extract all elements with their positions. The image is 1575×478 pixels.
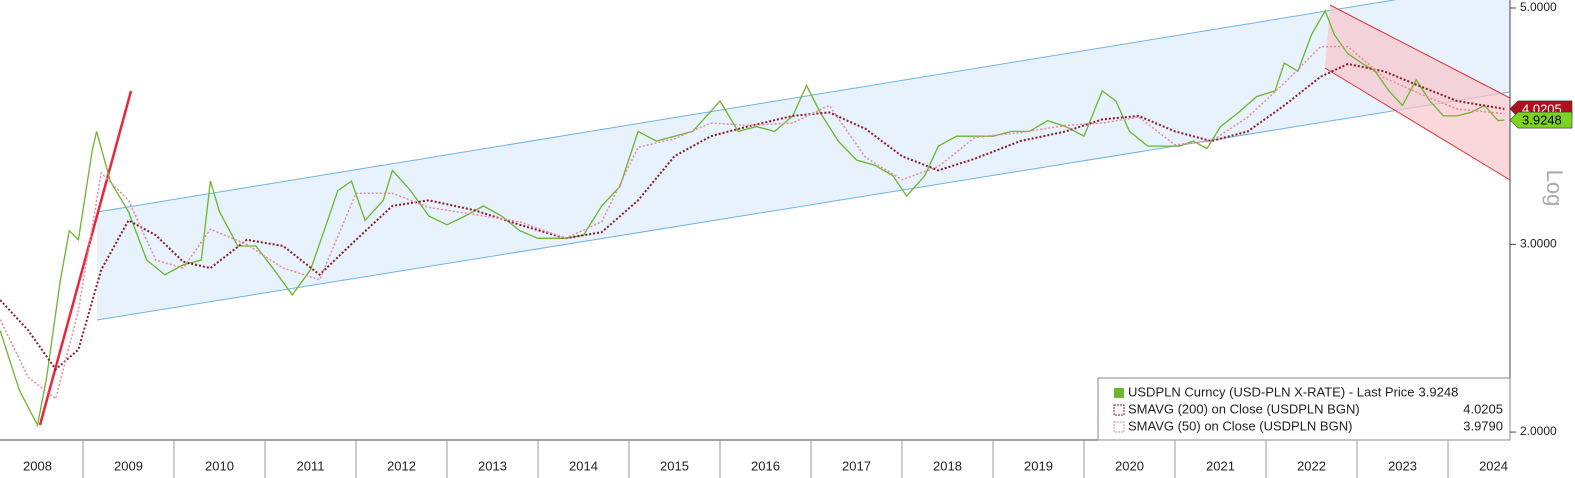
- x-tick-label: 2024: [1479, 458, 1508, 473]
- channel-lower: [96, 91, 1511, 321]
- series-line: [0, 62, 1505, 371]
- x-tick-label: 2023: [1388, 458, 1417, 473]
- plot: [0, 9, 1505, 428]
- legend-label: USDPLN Curncy (USD-PLN X-RATE) - Last Pr…: [1128, 384, 1415, 399]
- x-tick-label: 2015: [660, 458, 689, 473]
- series-line: [0, 45, 1505, 400]
- legend-swatch: [1113, 404, 1125, 416]
- uptrend-channel: [97, 0, 1510, 320]
- x-tick-label: 2019: [1024, 458, 1053, 473]
- downtrend-channel: [1325, 5, 1510, 180]
- legend-box: [1097, 377, 1511, 441]
- x-tick-label: 2016: [751, 458, 780, 473]
- series-line: [0, 9, 1505, 428]
- x-tick-label: 2008: [23, 458, 52, 473]
- x-tick-label: 2010: [205, 458, 234, 473]
- x-tick-label: 2012: [387, 458, 416, 473]
- legend-label: SMAVG (50) on Close (USDPLN BGN): [1128, 418, 1352, 433]
- log-label: Log: [1542, 170, 1567, 207]
- legend-value: 3.9790: [1463, 418, 1503, 433]
- legend: USDPLN Curncy (USD-PLN X-RATE) - Last Pr…: [1097, 377, 1511, 441]
- x-tick-label: 2020: [1115, 458, 1144, 473]
- legend-swatch: [1114, 388, 1124, 398]
- channel-upper: [96, 0, 1397, 213]
- x-tick-label: 2021: [1206, 458, 1235, 473]
- last-value-label: 3.9248: [1522, 112, 1562, 127]
- y-tick-label: 3.0000: [1520, 237, 1557, 251]
- x-tick-label: 2017: [842, 458, 871, 473]
- x-tick-label: 2011: [297, 458, 325, 473]
- last-value-tag: [1509, 111, 1573, 129]
- x-tick-label: 2022: [1297, 458, 1326, 473]
- x-tick-label: 2014: [569, 458, 598, 473]
- legend-swatch: [1113, 421, 1125, 433]
- legend-value: 4.0205: [1463, 401, 1503, 416]
- x-tick-label: 2009: [114, 458, 143, 473]
- x-tick-label: 2013: [478, 458, 507, 473]
- legend-value: 3.9248: [1419, 384, 1459, 399]
- down-channel-lower: [1324, 67, 1511, 181]
- trend-channels: [38, 0, 1511, 426]
- legend-label: SMAVG (200) on Close (USDPLN BGN): [1128, 401, 1360, 416]
- x-tick-label: 2018: [933, 458, 962, 473]
- y-tick-label: 2.0000: [1520, 424, 1557, 438]
- y-tick-label: 5.0000: [1520, 0, 1557, 14]
- down-channel-upper: [1329, 4, 1511, 99]
